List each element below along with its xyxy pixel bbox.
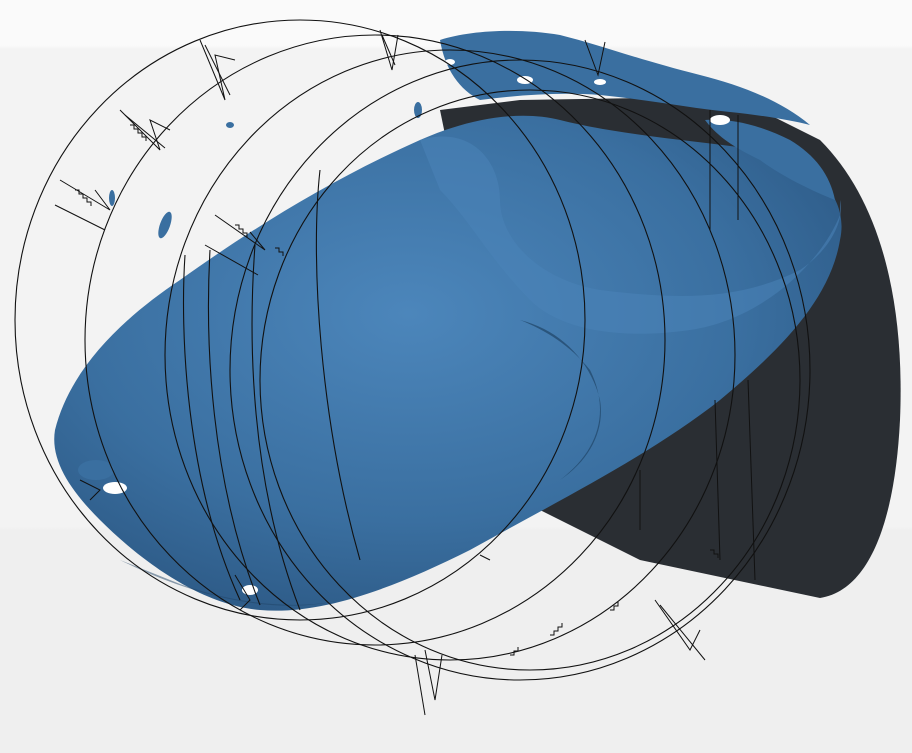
wireframe-rings [14, 19, 811, 681]
wireframe-ring-4 [229, 59, 811, 681]
wireframe-ring-1 [14, 19, 586, 621]
wireframe-ring-3 [164, 49, 736, 661]
wireframe-ring-inner [259, 89, 801, 671]
wireframe-ring-2 [84, 34, 666, 646]
iso-surface-ridge [420, 136, 841, 334]
solid-edges [639, 110, 756, 581]
wireframe-ticks [54, 29, 719, 716]
